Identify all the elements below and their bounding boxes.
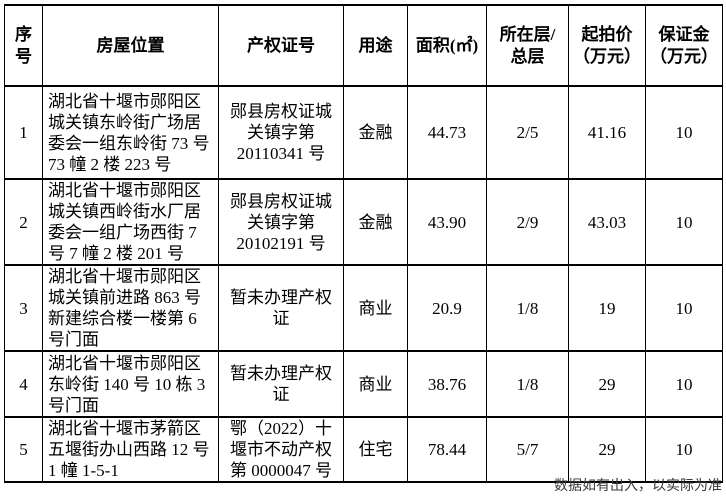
cell-usage: 住宅 xyxy=(343,416,408,483)
footer-note: 数据如有出入，以实际为准 xyxy=(554,479,722,494)
header-seq: 序号 xyxy=(4,4,43,87)
cell-location: 湖北省十堰市郧阳区城关镇前进路 863 号新建综合楼一楼第 6 号门面 xyxy=(42,264,219,352)
cell-floor: 1/8 xyxy=(486,350,569,418)
cell-area: 44.73 xyxy=(407,85,487,180)
cell-usage: 商业 xyxy=(343,264,408,352)
header-usage: 用途 xyxy=(343,4,408,87)
cell-area: 20.9 xyxy=(407,264,487,352)
cell-deposit: 10 xyxy=(645,264,723,352)
header-deposit: 保证金 （万元） xyxy=(645,4,723,87)
table-row: 5 湖北省十堰市茅箭区五堰街办山西路 12 号 1 幢 1-5-1 鄂（2022… xyxy=(4,416,723,483)
table-row: 4 湖北省十堰市郧阳区东岭街 140 号 10 栋 3 号门面 暂未办理产权证 … xyxy=(4,350,723,418)
cell-cert: 暂未办理产权证 xyxy=(218,264,344,352)
cell-area: 78.44 xyxy=(407,416,487,483)
header-floor: 所在层/ 总层 xyxy=(486,4,569,87)
cell-deposit: 10 xyxy=(645,350,723,418)
cell-area: 38.76 xyxy=(407,350,487,418)
header-start-price: 起拍价 （万元） xyxy=(568,4,646,87)
table-row: 3 湖北省十堰市郧阳区城关镇前进路 863 号新建综合楼一楼第 6 号门面 暂未… xyxy=(4,264,723,352)
cell-area: 43.90 xyxy=(407,178,487,266)
cell-deposit: 10 xyxy=(645,85,723,180)
table-header-row: 序号 房屋位置 产权证号 用途 面积(㎡) 所在层/ 总层 起拍价 （万元） 保… xyxy=(4,4,723,87)
cell-location: 湖北省十堰市郧阳区城关镇西岭街水厂居委会一组广场西街 7 号 7 幢 2 楼 2… xyxy=(42,178,219,266)
cell-cert: 郧县房权证城关镇字第 20102191 号 xyxy=(218,178,344,266)
cell-floor: 1/8 xyxy=(486,264,569,352)
table-row: 1 湖北省十堰市郧阳区城关镇东岭街广场居委会一组东岭街 73 号 73 幢 2 … xyxy=(4,85,723,180)
header-cert: 产权证号 xyxy=(218,4,344,87)
header-location: 房屋位置 xyxy=(42,4,219,87)
cell-location: 湖北省十堰市郧阳区城关镇东岭街广场居委会一组东岭街 73 号 73 幢 2 楼 … xyxy=(42,85,219,180)
cell-start-price: 29 xyxy=(568,416,646,483)
cell-start-price: 43.03 xyxy=(568,178,646,266)
header-area: 面积(㎡) xyxy=(407,4,487,87)
cell-seq: 5 xyxy=(4,416,43,483)
cell-location: 湖北省十堰市郧阳区东岭街 140 号 10 栋 3 号门面 xyxy=(42,350,219,418)
cell-deposit: 10 xyxy=(645,178,723,266)
property-auction-table: 序号 房屋位置 产权证号 用途 面积(㎡) 所在层/ 总层 起拍价 （万元） 保… xyxy=(4,4,723,483)
cell-floor: 2/5 xyxy=(486,85,569,180)
cell-usage: 金融 xyxy=(343,178,408,266)
cell-floor: 2/9 xyxy=(486,178,569,266)
cell-location: 湖北省十堰市茅箭区五堰街办山西路 12 号 1 幢 1-5-1 xyxy=(42,416,219,483)
cell-floor: 5/7 xyxy=(486,416,569,483)
cell-seq: 2 xyxy=(4,178,43,266)
cell-seq: 3 xyxy=(4,264,43,352)
cell-start-price: 41.16 xyxy=(568,85,646,180)
table-row: 2 湖北省十堰市郧阳区城关镇西岭街水厂居委会一组广场西街 7 号 7 幢 2 楼… xyxy=(4,178,723,266)
cell-usage: 金融 xyxy=(343,85,408,180)
cell-seq: 1 xyxy=(4,85,43,180)
cell-cert: 暂未办理产权证 xyxy=(218,350,344,418)
cell-start-price: 29 xyxy=(568,350,646,418)
cell-cert: 鄂（2022）十堰市不动产权第 0000047 号 xyxy=(218,416,344,483)
cell-usage: 商业 xyxy=(343,350,408,418)
cell-seq: 4 xyxy=(4,350,43,418)
cell-deposit: 10 xyxy=(645,416,723,483)
cell-start-price: 19 xyxy=(568,264,646,352)
cell-cert: 郧县房权证城关镇字第 20110341 号 xyxy=(218,85,344,180)
